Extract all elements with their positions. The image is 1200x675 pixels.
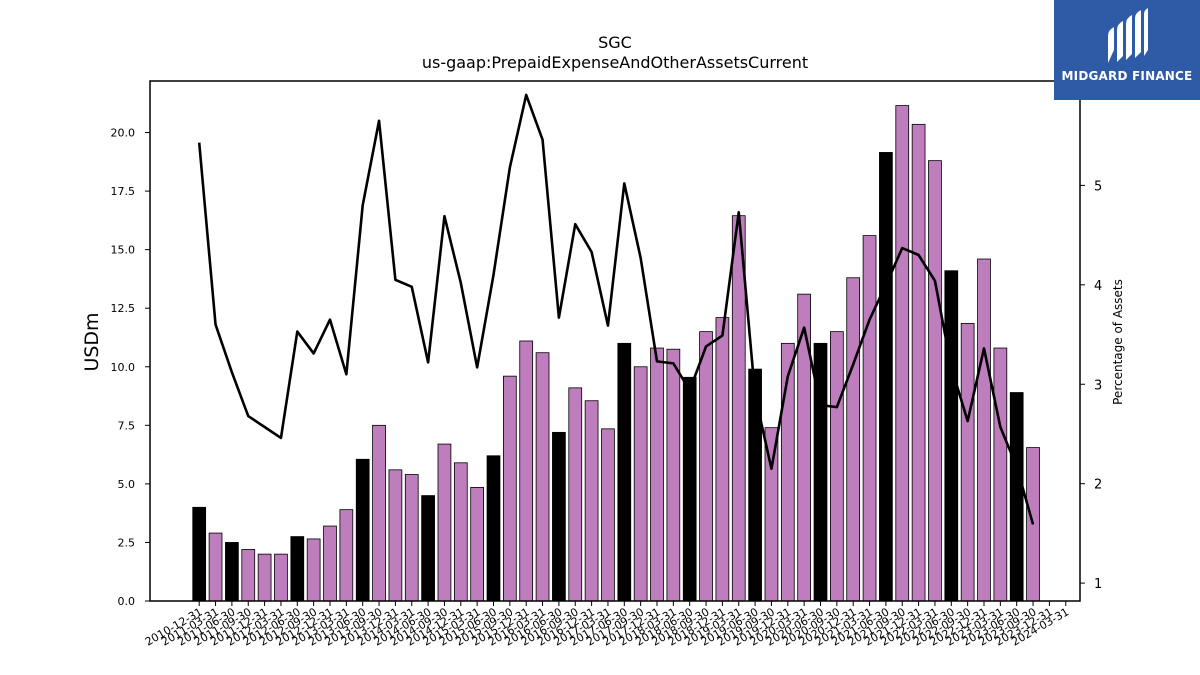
bar-2020-12-31 <box>846 277 861 602</box>
bar-2022-06-30 <box>944 270 959 602</box>
bar-2012-06-30 <box>290 536 305 602</box>
bar-2011-12-31 <box>257 553 272 602</box>
bar-2016-06-30 <box>552 431 566 602</box>
bar-2017-12-31 <box>650 347 664 602</box>
y-tick-label: 20.0 <box>111 127 136 140</box>
chart-subtitle: us-gaap:PrepaidExpenseAndOtherAssetsCurr… <box>422 53 808 72</box>
bar-2013-09-30 <box>372 424 386 602</box>
bar-2022-12-31 <box>977 258 991 602</box>
bar-2013-12-31 <box>388 469 403 602</box>
y2-axis-label: Percentage of Assets <box>1111 279 1125 405</box>
bar-2017-06-30 <box>617 342 632 602</box>
percentage-line-series <box>197 93 1035 525</box>
y-tick-label: 12.5 <box>111 302 136 315</box>
midgard-finance-logo: MIDGARD FINANCE <box>1054 0 1200 100</box>
bar-2011-06-30 <box>225 542 239 602</box>
bar-2023-03-31 <box>993 347 1008 602</box>
bar-2012-09-30 <box>306 538 321 602</box>
bar-series <box>192 105 1040 602</box>
y-axis-label: USDm <box>81 312 103 371</box>
bar-2021-03-31 <box>862 235 877 602</box>
bar-2018-12-31 <box>715 317 730 602</box>
bar-2014-12-31 <box>453 462 468 602</box>
y-tick-label: 2.5 <box>118 536 136 549</box>
y2-tick-label: 5 <box>1094 179 1102 194</box>
bar-2018-03-31 <box>666 348 681 602</box>
bar-2011-03-31 <box>208 532 223 602</box>
bar-2019-06-30 <box>748 368 762 602</box>
y2-tick-label: 2 <box>1094 478 1102 493</box>
bar-2015-09-30 <box>502 375 517 602</box>
y2-axis-ticks: 1 2 3 4 5 <box>1080 179 1102 592</box>
bar-2016-03-31 <box>535 352 550 602</box>
bar-2016-09-30 <box>568 387 583 602</box>
y2-tick-label: 3 <box>1094 378 1102 393</box>
bar-2022-09-30 <box>960 323 975 602</box>
y-tick-label: 5.0 <box>118 478 136 491</box>
plot-frame <box>149 80 1081 602</box>
bar-2023-06-30 <box>1009 392 1024 602</box>
y2-tick-label: 1 <box>1094 577 1102 592</box>
bar-2012-03-31 <box>274 553 288 602</box>
bar-2014-06-30 <box>421 495 435 602</box>
bar-2011-09-30 <box>241 549 256 602</box>
x-axis-ticks: 2010-12-312011-03-312011-06-302011-09-30… <box>143 601 1071 649</box>
y-tick-label: 7.5 <box>118 419 136 432</box>
bar-2022-03-31 <box>928 160 942 602</box>
bar-2013-03-31 <box>339 509 354 602</box>
bar-2021-12-31 <box>911 123 926 602</box>
y-tick-label: 15.0 <box>111 244 136 257</box>
bar-2012-12-31 <box>323 525 337 602</box>
y-tick-label: 17.5 <box>111 185 136 198</box>
percentage-line <box>197 93 1035 525</box>
bar-2015-12-31 <box>519 340 534 602</box>
bar-2015-03-31 <box>470 486 485 602</box>
bar-2015-06-30 <box>486 455 501 602</box>
y-tick-label: 0.0 <box>118 595 136 608</box>
bar-2021-06-30 <box>879 152 893 602</box>
y-tick-label: 10.0 <box>111 361 136 374</box>
bar-2020-09-30 <box>830 331 844 602</box>
bar-2017-03-31 <box>601 428 615 602</box>
chart-title: SGC <box>598 33 632 52</box>
bar-2021-09-30 <box>895 105 910 602</box>
bar-2013-06-30 <box>355 458 370 602</box>
brand-name: MIDGARD FINANCE <box>1061 69 1193 83</box>
bar-2018-09-30 <box>699 331 713 602</box>
midgard-logo-mark-icon <box>1108 8 1148 63</box>
bar-2014-09-30 <box>437 443 452 602</box>
bar-2017-09-30 <box>633 366 648 602</box>
bar-2010-12-31 <box>192 506 207 602</box>
bar-2018-06-30 <box>682 376 697 602</box>
y2-tick-label: 4 <box>1094 279 1102 294</box>
y-axis-ticks: 0.0 2.5 5.0 7.5 10.0 12.5 15.0 17.5 20.0 <box>111 127 150 608</box>
bar-2016-12-31 <box>584 400 599 602</box>
bar-2014-03-31 <box>404 474 419 602</box>
